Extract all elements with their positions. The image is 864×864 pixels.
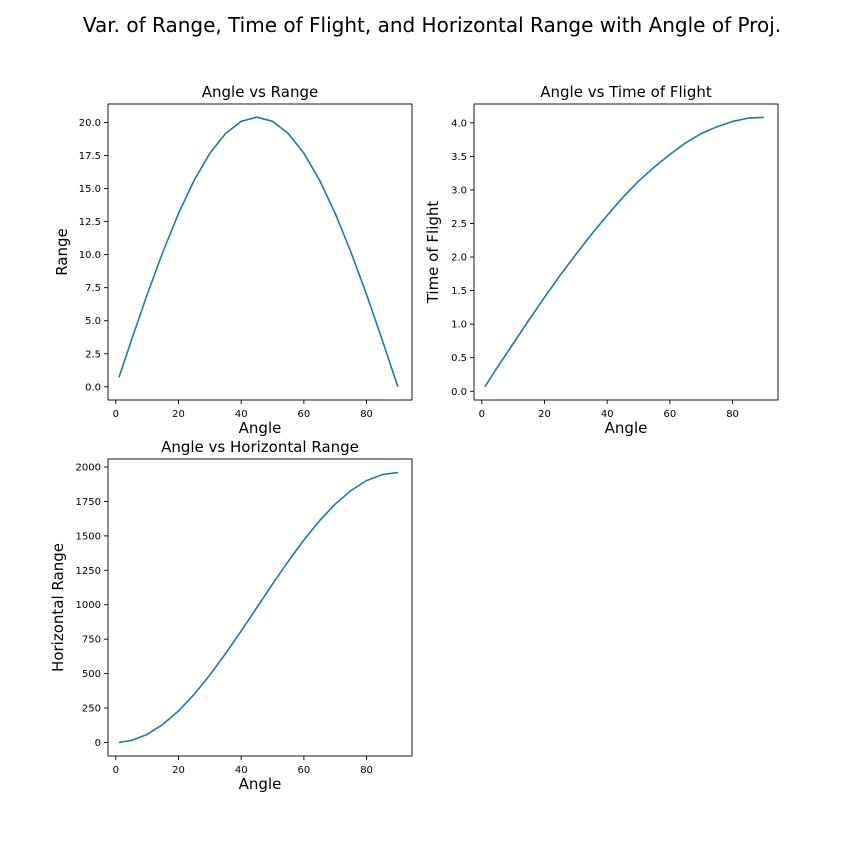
y-tick-label: 500 [82,669,101,680]
y-tick-label: 1.0 [451,320,467,331]
y-tick-label: 2.5 [451,219,467,230]
subplot-angle-vs-time-of-flight: Angle vs Time of Flight 0 20 40 60 80 0.0 0.5… [424,83,779,437]
subplot-angle-vs-horizontal-range: Angle vs Horizontal Range 0 20 40 60 80 0 250… [49,438,413,793]
y-tick-label: 15.0 [79,184,101,195]
x-tick-label: 20 [172,409,185,420]
y-tick-label: 3.0 [451,185,467,196]
plot-frame [107,103,413,401]
x-tick-label: 20 [172,765,185,776]
plot-frame [107,458,413,757]
y-tick-label: 7.5 [85,283,101,294]
subplot-title: Angle vs Horizontal Range [161,438,359,456]
y-tick-label: 1750 [76,497,101,508]
y-tick-label: 20.0 [79,118,101,129]
y-tick-label: 1000 [76,600,101,611]
y-tick-label: 1500 [76,531,101,542]
x-axis: 0 20 40 60 80 [113,400,373,420]
y-tick-label: 1250 [76,566,101,577]
x-tick-label: 60 [298,409,311,420]
x-tick-label: 60 [664,409,677,420]
y-tick-label: 0 [95,738,101,749]
plot-frame [473,103,779,401]
y-tick-label: 12.5 [79,217,101,228]
y-axis-label: Time of Flight [424,201,442,305]
y-tick-label: 3.5 [451,152,467,163]
x-axis-label: Angle [239,775,282,793]
x-tick-label: 40 [235,409,248,420]
y-tick-label: 17.5 [79,151,101,162]
y-tick-label: 2.0 [451,253,467,264]
y-tick-label: 0.0 [451,387,467,398]
horizontal-range-series-line [118,471,399,744]
x-axis-label: Angle [239,419,282,437]
y-tick-label: 1.5 [451,286,467,297]
y-tick-label: 0.0 [85,382,101,393]
range-series-line [118,116,399,388]
y-tick-label: 750 [82,635,101,646]
x-axis-label: Angle [605,419,648,437]
figure-title: Var. of Range, Time of Flight, and Horiz… [83,13,781,37]
y-axis: 0.0 0.5 1.0 1.5 2.0 2.5 3.0 3.5 4.0 [451,118,474,398]
y-tick-label: 10.0 [79,250,101,261]
subplot-title: Angle vs Time of Flight [540,83,712,101]
x-tick-label: 40 [601,409,614,420]
subplot-angle-vs-range: Angle vs Range 0 20 40 60 80 0.0 2.5 5.0 7.5 10.… [53,83,413,437]
y-axis-label: Horizontal Range [49,543,67,672]
y-axis-label: Range [53,228,71,276]
y-tick-label: 2000 [76,462,101,473]
subplot-title: Angle vs Range [202,83,318,101]
x-tick-label: 60 [298,765,311,776]
y-tick-label: 5.0 [85,316,101,327]
x-tick-label: 40 [235,765,248,776]
x-tick-label: 20 [538,409,551,420]
y-tick-label: 250 [82,704,101,715]
y-tick-label: 0.5 [451,353,467,364]
x-tick-label: 80 [726,409,739,420]
y-axis: 0 250 500 750 1000 1250 1500 1750 2000 [76,462,108,749]
y-tick-label: 4.0 [451,118,467,129]
time-of-flight-series-line [484,116,764,388]
x-tick-label: 0 [113,409,119,420]
y-tick-label: 2.5 [85,349,101,360]
x-tick-label: 0 [479,409,485,420]
x-tick-label: 0 [113,765,119,776]
x-tick-label: 80 [360,409,373,420]
x-axis: 0 20 40 60 80 [113,756,373,776]
x-tick-label: 80 [360,765,373,776]
x-axis: 0 20 40 60 80 [479,400,739,420]
y-axis: 0.0 2.5 5.0 7.5 10.0 12.5 15.0 17.5 20.0 [79,118,108,393]
